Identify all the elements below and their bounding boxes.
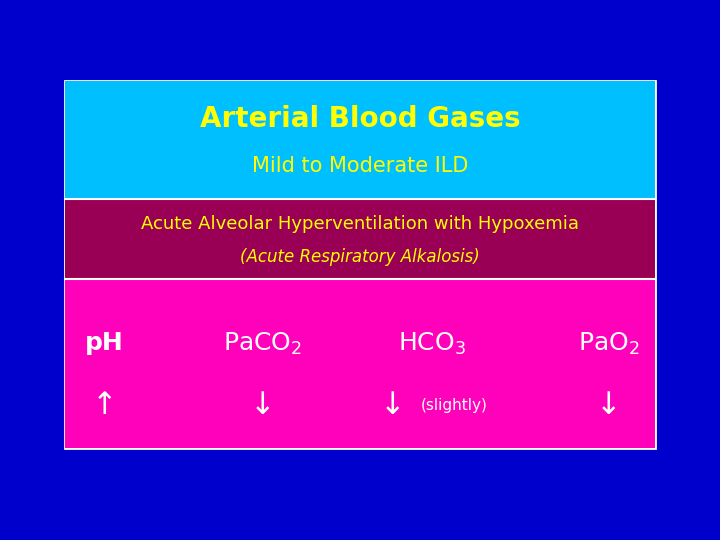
Text: (Acute Respiratory Alkalosis): (Acute Respiratory Alkalosis) [240, 248, 480, 266]
Text: $\mathrm{PaO}_{2}$: $\mathrm{PaO}_{2}$ [577, 330, 639, 356]
Text: $\mathrm{PaCO}_{2}$: $\mathrm{PaCO}_{2}$ [223, 330, 302, 356]
FancyBboxPatch shape [65, 199, 655, 279]
Text: ↓: ↓ [379, 392, 405, 421]
Text: Mild to Moderate ILD: Mild to Moderate ILD [252, 156, 468, 176]
Text: Arterial Blood Gases: Arterial Blood Gases [199, 105, 521, 133]
Text: ↓: ↓ [595, 392, 621, 421]
Text: ↓: ↓ [250, 392, 276, 421]
Text: ↑: ↑ [91, 392, 117, 421]
FancyBboxPatch shape [65, 279, 655, 448]
Text: pH: pH [85, 332, 124, 355]
FancyBboxPatch shape [65, 81, 655, 448]
Text: $\mathrm{HCO}_{3}$: $\mathrm{HCO}_{3}$ [398, 330, 466, 356]
Text: Acute Alveolar Hyperventilation with Hypoxemia: Acute Alveolar Hyperventilation with Hyp… [141, 215, 579, 233]
Text: (slightly): (slightly) [421, 399, 488, 414]
FancyBboxPatch shape [65, 81, 655, 199]
